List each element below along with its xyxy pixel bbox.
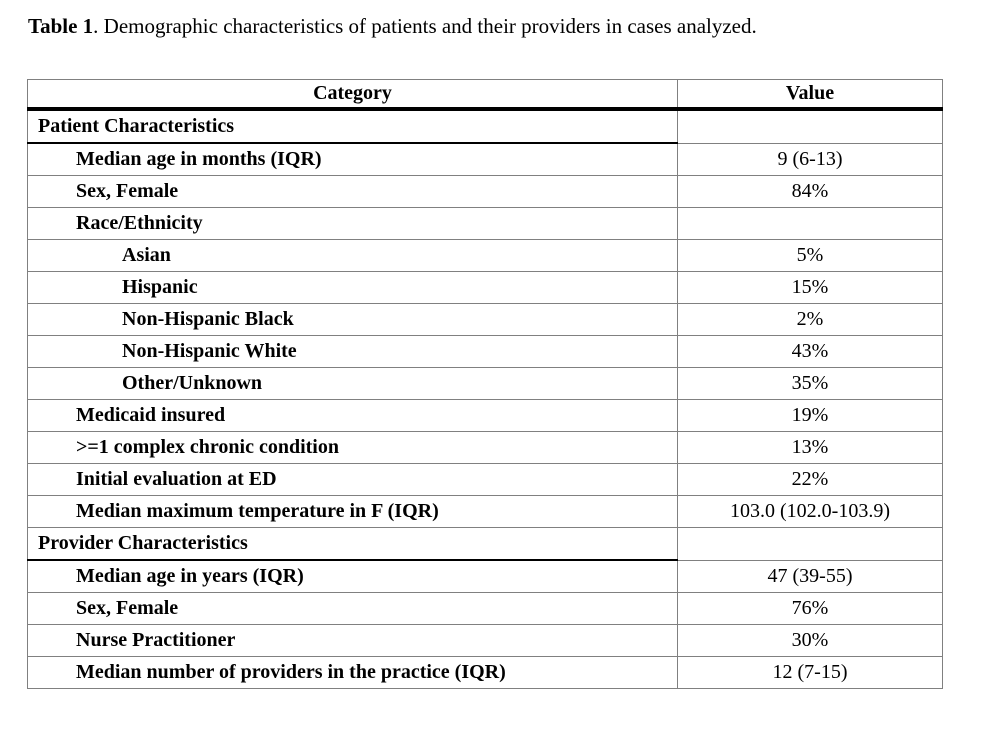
- table-row: Nurse Practitioner 30%: [27, 624, 943, 657]
- category-cell: Nurse Practitioner: [27, 624, 678, 657]
- table-row: Median age in years (IQR) 47 (39-55): [27, 559, 943, 593]
- category-cell: >=1 complex chronic condition: [27, 431, 678, 464]
- demographics-table: Category Value Patient Characteristics M…: [27, 79, 943, 689]
- value-cell: [677, 527, 943, 561]
- value-cell: 84%: [677, 175, 943, 208]
- category-cell: Other/Unknown: [27, 367, 678, 400]
- value-cell: [677, 108, 943, 144]
- category-cell: Sex, Female: [27, 175, 678, 208]
- table-row: Non-Hispanic White 43%: [27, 335, 943, 368]
- value-cell: 103.0 (102.0-103.9): [677, 495, 943, 528]
- table-row: Provider Characteristics: [27, 527, 943, 561]
- table-row: Sex, Female 84%: [27, 175, 943, 208]
- table-header-row: Category Value: [27, 79, 943, 111]
- value-cell: 13%: [677, 431, 943, 464]
- table-row: Non-Hispanic Black 2%: [27, 303, 943, 336]
- category-cell: Median maximum temperature in F (IQR): [27, 495, 678, 528]
- table-row: >=1 complex chronic condition 13%: [27, 431, 943, 464]
- value-cell: 5%: [677, 239, 943, 272]
- category-cell: Median age in months (IQR): [27, 142, 678, 176]
- table-row: Race/Ethnicity: [27, 207, 943, 240]
- value-cell: 2%: [677, 303, 943, 336]
- value-cell: 35%: [677, 367, 943, 400]
- value-cell: 22%: [677, 463, 943, 496]
- value-cell: 30%: [677, 624, 943, 657]
- value-cell: 47 (39-55): [677, 559, 943, 593]
- value-cell: 19%: [677, 399, 943, 432]
- category-cell: Non-Hispanic White: [27, 335, 678, 368]
- table-row: Median number of providers in the practi…: [27, 656, 943, 689]
- category-cell: Sex, Female: [27, 592, 678, 625]
- category-cell: Medicaid insured: [27, 399, 678, 432]
- category-cell: Hispanic: [27, 271, 678, 304]
- value-cell: 12 (7-15): [677, 656, 943, 689]
- value-cell: 43%: [677, 335, 943, 368]
- category-cell: Patient Characteristics: [27, 108, 678, 144]
- table-row: Median age in months (IQR) 9 (6-13): [27, 142, 943, 176]
- table-row: Hispanic 15%: [27, 271, 943, 304]
- value-cell: 9 (6-13): [677, 142, 943, 176]
- table-caption-label: Table 1: [28, 14, 94, 38]
- value-cell: 15%: [677, 271, 943, 304]
- category-cell: Median age in years (IQR): [27, 559, 678, 593]
- table-row: Medicaid insured 19%: [27, 399, 943, 432]
- value-column-header: Value: [677, 79, 943, 111]
- value-cell: 76%: [677, 592, 943, 625]
- category-cell: Race/Ethnicity: [27, 207, 678, 240]
- category-cell: Non-Hispanic Black: [27, 303, 678, 336]
- table-row: Median maximum temperature in F (IQR) 10…: [27, 495, 943, 528]
- category-cell: Provider Characteristics: [27, 527, 678, 561]
- category-column-header: Category: [27, 79, 678, 111]
- category-cell: Initial evaluation at ED: [27, 463, 678, 496]
- table-caption: Table 1. Demographic characteristics of …: [28, 14, 757, 39]
- value-cell: [677, 207, 943, 240]
- table-row: Initial evaluation at ED 22%: [27, 463, 943, 496]
- table-row: Patient Characteristics: [27, 108, 943, 144]
- category-cell: Asian: [27, 239, 678, 272]
- table-row: Other/Unknown 35%: [27, 367, 943, 400]
- table-caption-text: . Demographic characteristics of patient…: [93, 14, 757, 38]
- table-row: Asian 5%: [27, 239, 943, 272]
- category-cell: Median number of providers in the practi…: [27, 656, 678, 689]
- table-row: Sex, Female 76%: [27, 592, 943, 625]
